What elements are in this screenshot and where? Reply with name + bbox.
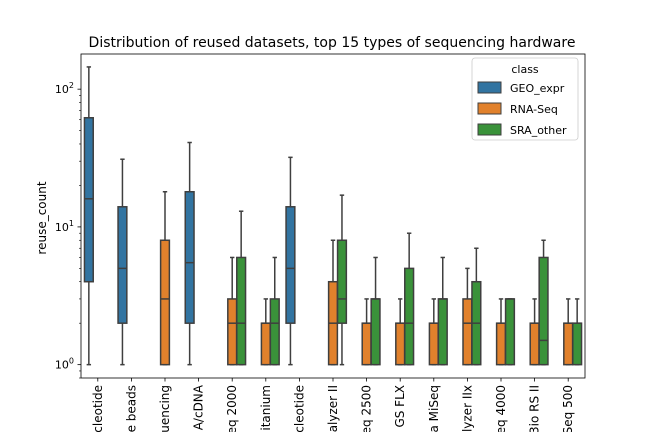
box-SRA_other-9	[404, 232, 415, 366]
box-RNA-Seq-10	[428, 298, 439, 366]
x-axis: cleotide e beads uencing A/cDNA eq 2000 itani…	[91, 378, 575, 432]
box-body	[495, 322, 507, 366]
box-SRA_other-10	[437, 256, 448, 366]
x-tick-label: itanium	[259, 385, 273, 431]
x-tick-label: uencing	[158, 385, 172, 432]
box-SRA_other-11	[471, 247, 482, 366]
box-GEO_expr-3	[184, 141, 195, 366]
y-axis: 100 101 102	[55, 81, 81, 379]
box-SRA_other-13	[538, 239, 549, 366]
legend-entry-label: GEO_expr	[510, 82, 565, 95]
box-GEO_expr-6	[285, 156, 296, 366]
box-GEO_expr-0	[83, 66, 94, 366]
y-tick-label: 100	[55, 357, 74, 372]
x-tick-label: A/cDNA	[192, 384, 206, 430]
box-SRA_other-4	[236, 210, 247, 366]
x-tick-label: cleotide	[292, 385, 306, 432]
plot-area	[83, 66, 583, 366]
y-tick-label: 102	[55, 81, 74, 96]
x-tick-label: Seq 500	[561, 385, 575, 432]
box-body	[563, 322, 574, 366]
box-body	[184, 190, 195, 324]
x-tick-label: eq 2500	[360, 385, 374, 432]
x-tick-label: a MiSeq	[427, 385, 441, 432]
y-tick-label: 101	[55, 219, 74, 234]
y-axis-label: reuse_count	[35, 181, 49, 254]
box-SRA_other-12	[504, 298, 516, 366]
box-SRA_other-7	[336, 194, 348, 366]
box-body	[529, 322, 540, 366]
legend-swatch	[477, 102, 502, 115]
legend-entry-label: SRA_other	[510, 124, 567, 137]
box-body	[437, 298, 448, 366]
box-body	[361, 322, 372, 366]
box-body	[269, 298, 280, 366]
x-tick-label: eq 2000	[225, 385, 239, 432]
box-body	[336, 239, 348, 324]
box-body	[370, 298, 381, 366]
legend-entry-label: RNA-Seq	[510, 103, 558, 116]
box-body	[504, 298, 516, 366]
x-tick-label: lyzer IIx	[460, 385, 474, 432]
x-tick-label: e beads	[124, 385, 138, 432]
legend-swatch	[477, 123, 502, 136]
box-body	[538, 256, 549, 366]
box-body	[404, 267, 415, 366]
box-body	[83, 117, 94, 283]
box-GEO_expr-1	[117, 158, 128, 366]
box-body	[159, 239, 171, 366]
chart-title: Distribution of reused datasets, top 15 …	[89, 35, 576, 51]
box-body	[117, 206, 128, 324]
box-body	[260, 322, 271, 366]
x-tick-label: alyzer II	[326, 385, 340, 432]
box-SRA_other-14	[572, 298, 583, 366]
box-body	[395, 322, 406, 366]
box-SRA_other-8	[370, 256, 381, 366]
x-tick-label: 3io RS II	[528, 385, 542, 432]
legend: class GEO_expr RNA-Seq SRA_other	[471, 57, 579, 141]
box-RNA-Seq-2	[159, 190, 171, 366]
box-body	[227, 298, 238, 366]
legend-title: class	[511, 63, 539, 76]
x-tick-label: cleotide	[91, 385, 105, 432]
box-body	[236, 256, 247, 366]
box-body	[462, 298, 473, 366]
box-body	[285, 206, 296, 324]
legend-frame	[471, 57, 579, 141]
x-tick-label: GS FLX	[393, 385, 407, 428]
box-body	[428, 322, 439, 366]
x-tick-label: eq 4000	[494, 385, 508, 432]
box-SRA_other-5	[269, 256, 280, 366]
box-body	[572, 322, 583, 366]
legend-swatch	[477, 81, 502, 94]
